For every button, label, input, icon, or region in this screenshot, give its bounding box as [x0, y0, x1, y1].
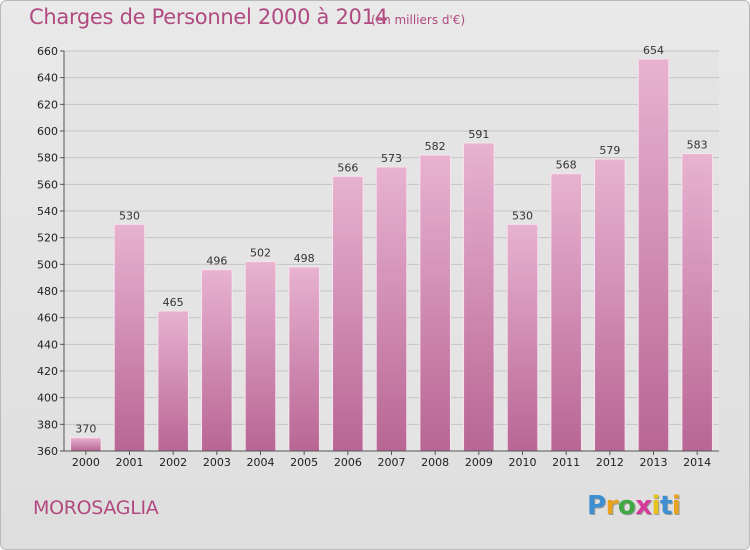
bar — [70, 437, 102, 452]
y-tick-label: 640 — [37, 72, 58, 85]
data-label: 568 — [556, 159, 577, 172]
data-label: 654 — [643, 44, 664, 57]
logo-letter: r — [605, 491, 619, 521]
data-label: 591 — [468, 128, 489, 141]
x-tick-label: 2014 — [683, 456, 711, 469]
data-label: 370 — [75, 423, 96, 436]
x-tick-label: 2011 — [552, 456, 580, 469]
bar — [594, 158, 626, 452]
y-tick-label: 360 — [37, 445, 58, 458]
x-tick-label: 2009 — [465, 456, 493, 469]
y-tick-label: 400 — [37, 392, 58, 405]
chart-title: Charges de Personnel 2000 à 2014 — [29, 5, 388, 29]
x-tick-label: 2013 — [640, 456, 668, 469]
y-tick-label: 560 — [37, 178, 58, 191]
x-tick-label: 2003 — [203, 456, 231, 469]
x-tick-label: 2002 — [159, 456, 187, 469]
bars — [70, 58, 713, 452]
logo-letter: t — [659, 491, 672, 521]
logo-letter: P — [587, 491, 606, 521]
x-tick-label: 2007 — [378, 456, 406, 469]
data-labels: 370 530 465 496 502 498 566 573 582 591 530 568 579 6… — [75, 44, 707, 436]
bar — [463, 142, 495, 452]
x-tick-label: 2005 — [290, 456, 318, 469]
x-tick-label: 2004 — [247, 456, 275, 469]
data-label: 530 — [119, 209, 140, 222]
y-tick-label: 580 — [37, 152, 58, 165]
data-label: 583 — [687, 139, 708, 152]
logo-letter: o — [617, 491, 636, 521]
data-label: 498 — [294, 252, 315, 265]
bar — [637, 58, 670, 452]
y-tick-label: 660 — [37, 45, 58, 58]
bar — [113, 223, 146, 452]
x-tick-label: 2006 — [334, 456, 362, 469]
y-tick-label: 620 — [37, 98, 58, 111]
data-label: 496 — [206, 255, 227, 268]
bar — [419, 154, 451, 452]
y-tick-label: 480 — [37, 285, 58, 298]
y-tick-label: 420 — [37, 365, 58, 378]
bar — [332, 175, 364, 452]
data-label: 582 — [425, 140, 446, 153]
bar — [506, 223, 539, 452]
x-tick-label: 2001 — [116, 456, 144, 469]
data-label: 530 — [512, 209, 533, 222]
y-tick-label: 500 — [37, 258, 58, 271]
bar — [244, 261, 277, 452]
data-label: 579 — [599, 144, 620, 157]
data-label: 566 — [337, 161, 358, 174]
logo-letter: i — [651, 491, 661, 521]
proxiti-logo: Proxiti — [587, 491, 681, 521]
bar — [201, 269, 233, 452]
x-tick-label: 2008 — [421, 456, 449, 469]
commune-name: MOROSAGLIA — [33, 497, 159, 519]
y-tick-label: 540 — [37, 205, 58, 218]
y-tick-label: 380 — [37, 418, 58, 431]
x-tick-label: 2000 — [72, 456, 100, 469]
data-label: 502 — [250, 247, 271, 260]
bar — [288, 266, 320, 452]
y-tick-label: 520 — [37, 232, 58, 245]
y-tick-label: 460 — [37, 312, 58, 325]
logo-letter: i — [671, 491, 681, 521]
logo-letter: x — [635, 491, 652, 521]
y-tick-label: 440 — [37, 338, 58, 351]
data-label: 465 — [163, 296, 184, 309]
bar — [550, 173, 582, 452]
chart-subtitle: (en milliers d'€) — [371, 13, 466, 27]
bar — [681, 153, 713, 452]
bar — [375, 166, 408, 452]
data-label: 573 — [381, 152, 402, 165]
x-tick-label: 2012 — [596, 456, 624, 469]
axes: 360 380 400 420 440 460 480 500 520 540 560 580 600 6… — [37, 45, 719, 469]
y-tick-label: 600 — [37, 125, 58, 138]
bar — [157, 310, 189, 452]
x-tick-label: 2010 — [509, 456, 537, 469]
